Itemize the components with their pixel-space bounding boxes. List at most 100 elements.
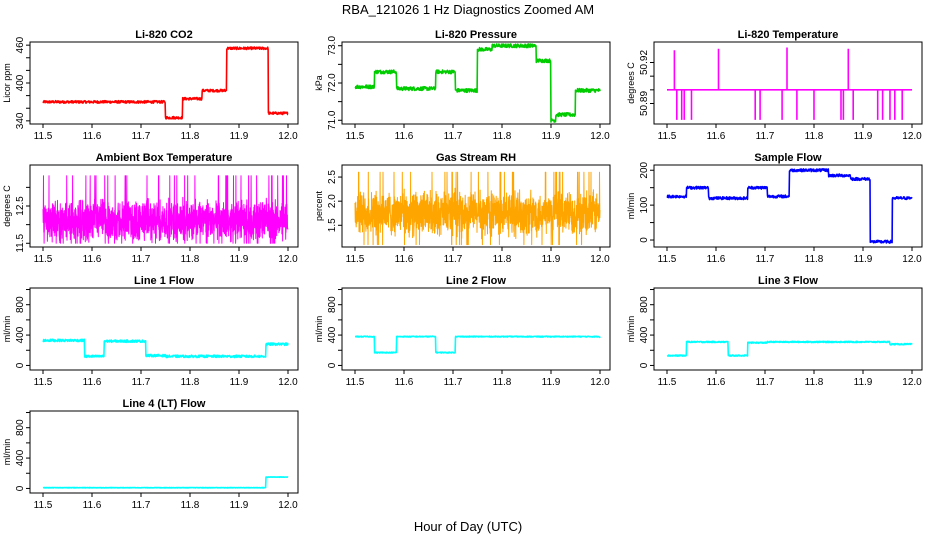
x-tick-label: 11.6 xyxy=(83,500,102,511)
x-tick-label: 12.0 xyxy=(590,254,610,265)
y-tick-label: 12.5 xyxy=(15,196,26,216)
panel-1: Li-820 CO2 Licor ppm 11.5 11.6 11.7 11.8 11.9 1… xyxy=(2,29,299,142)
series-line xyxy=(42,338,289,359)
plot-frame xyxy=(29,287,299,371)
panel-title: Line 1 Flow xyxy=(134,275,194,287)
x-tick-label: 12.0 xyxy=(278,131,298,142)
x-tick-label: 11.8 xyxy=(493,254,512,265)
y-tick-label: 71.0 xyxy=(327,110,338,130)
x-tick-label: 11.6 xyxy=(707,377,726,388)
x-tick-label: 12.0 xyxy=(278,254,298,265)
x-tick-label: 11.9 xyxy=(854,131,873,142)
panel-10: Line 4 (LT) Flow ml/min 11.5 11.6 11.7 11.8 11… xyxy=(2,398,299,511)
x-tick-label: 11.9 xyxy=(542,131,561,142)
x-tick-label: 11.6 xyxy=(83,377,102,388)
x-tick-label: 11.7 xyxy=(132,500,151,511)
x-tick-label: 11.8 xyxy=(493,377,512,388)
x-tick-label: 11.5 xyxy=(34,377,53,388)
x-tick-label: 11.8 xyxy=(805,131,824,142)
x-tick-label: 11.8 xyxy=(805,377,824,388)
x-tick-label: 11.9 xyxy=(230,254,249,265)
x-tick-label: 12.0 xyxy=(902,131,922,142)
series-line xyxy=(42,46,289,120)
panel-title: Li-820 Temperature xyxy=(738,29,839,41)
x-tick-label: 11.6 xyxy=(707,131,726,142)
y-tick-label: 0 xyxy=(639,237,650,243)
y-tick-label: 50.92 xyxy=(639,50,650,75)
x-tick-label: 11.7 xyxy=(756,131,775,142)
series-line xyxy=(666,340,913,357)
y-tick-label: 200 xyxy=(639,161,650,178)
x-tick-label: 11.6 xyxy=(83,131,102,142)
x-tick-label: 11.8 xyxy=(181,131,200,142)
y-tick-label: 50.89 xyxy=(639,91,650,116)
y-axis-label: Licor ppm xyxy=(2,63,12,103)
x-tick-label: 12.0 xyxy=(278,377,298,388)
x-tick-label: 11.8 xyxy=(493,131,512,142)
y-tick-label: 2.0 xyxy=(327,194,338,208)
x-tick-label: 11.5 xyxy=(34,254,53,265)
y-axis-label: ml/min xyxy=(2,316,12,343)
y-tick-label: 0 xyxy=(639,362,650,368)
y-tick-label: 100 xyxy=(639,196,650,213)
plot-frame xyxy=(653,41,923,125)
panel-title: Ambient Box Temperature xyxy=(96,152,233,164)
y-tick-label: 800 xyxy=(327,296,338,313)
y-axis-label: degrees C xyxy=(626,62,636,104)
series-line xyxy=(42,175,289,244)
series-line xyxy=(667,47,912,120)
y-axis-label: ml/min xyxy=(314,316,324,343)
panel-9: Line 3 Flow ml/min 11.5 11.6 11.7 11.8 11.9 12.… xyxy=(626,275,923,388)
panel-title: Line 4 (LT) Flow xyxy=(123,398,206,410)
plot-frame xyxy=(341,164,611,248)
plot-frame xyxy=(29,410,299,494)
panel-8: Line 2 Flow ml/min 11.5 11.6 11.7 11.8 11.9 12.… xyxy=(314,275,611,388)
x-tick-label: 11.7 xyxy=(756,377,775,388)
x-tick-label: 11.5 xyxy=(346,377,365,388)
x-tick-label: 11.9 xyxy=(854,377,873,388)
panel-title: Li-820 CO2 xyxy=(135,29,192,41)
x-tick-label: 11.8 xyxy=(181,377,200,388)
y-tick-label: 460 xyxy=(15,36,26,53)
x-tick-label: 11.5 xyxy=(346,131,365,142)
y-axis-label: kPa xyxy=(314,75,324,91)
x-tick-label: 11.9 xyxy=(230,500,249,511)
y-tick-label: 2.5 xyxy=(327,170,338,184)
panel-title: Line 3 Flow xyxy=(758,275,818,287)
x-tick-label: 11.7 xyxy=(444,377,463,388)
x-tick-label: 11.5 xyxy=(34,500,53,511)
x-tick-label: 11.9 xyxy=(230,131,249,142)
y-tick-label: 1.5 xyxy=(327,218,338,232)
x-tick-label: 11.5 xyxy=(658,254,677,265)
figure-title: RBA_121026 1 Hz Diagnostics Zoomed AM xyxy=(342,2,594,17)
y-tick-label: 400 xyxy=(639,326,650,343)
x-tick-label: 12.0 xyxy=(902,377,922,388)
x-tick-label: 11.5 xyxy=(346,254,365,265)
x-tick-label: 11.8 xyxy=(181,254,200,265)
x-tick-label: 11.7 xyxy=(444,131,463,142)
panel-7: Line 1 Flow ml/min 11.5 11.6 11.7 11.8 11.9 12.… xyxy=(2,275,299,388)
x-tick-label: 11.5 xyxy=(658,131,677,142)
x-tick-label: 11.9 xyxy=(542,254,561,265)
panel-title: Li-820 Pressure xyxy=(435,29,517,41)
x-tick-label: 12.0 xyxy=(590,377,610,388)
x-tick-label: 11.5 xyxy=(34,131,53,142)
plot-frame xyxy=(341,287,611,371)
y-tick-label: 800 xyxy=(639,296,650,313)
x-tick-label: 12.0 xyxy=(902,254,922,265)
y-tick-label: 0 xyxy=(327,362,338,368)
y-tick-label: 800 xyxy=(15,296,26,313)
panel-6: Sample Flow ml/min 11.5 11.6 11.7 11.8 11.9 12.… xyxy=(626,152,923,265)
x-tick-label: 11.9 xyxy=(854,254,873,265)
x-tick-label: 12.0 xyxy=(590,131,610,142)
plot-frame xyxy=(653,164,923,248)
x-tick-label: 11.6 xyxy=(395,131,414,142)
panel-title: Sample Flow xyxy=(754,152,822,164)
series-line xyxy=(42,476,289,489)
y-tick-label: 400 xyxy=(15,74,26,91)
y-tick-label: 340 xyxy=(15,112,26,129)
panel-title: Line 2 Flow xyxy=(446,275,506,287)
x-tick-label: 11.6 xyxy=(395,254,414,265)
